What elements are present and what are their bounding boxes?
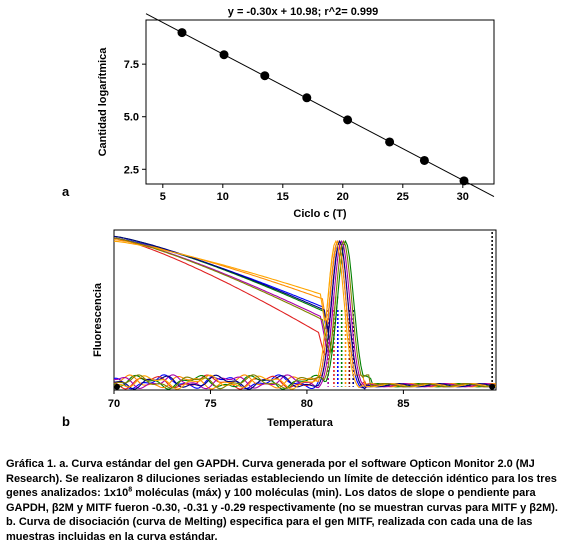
chart-b-curves	[113, 235, 497, 390]
chart-b-derivative-curve	[113, 239, 497, 390]
chart-b-derivative-curve	[113, 239, 497, 390]
chart-a-y-tick-label: 5.0	[124, 112, 139, 124]
chart-a-y-tick-label: 7.5	[124, 59, 139, 71]
chart-a-point	[419, 155, 429, 165]
chart-b-x-label: Temperatura	[267, 417, 334, 429]
chart-a-point	[343, 115, 353, 125]
chart-b-start-dot	[114, 383, 120, 390]
chart-a-panel-label: a	[62, 184, 70, 199]
chart-b-x-tick-label: 75	[204, 398, 216, 410]
chart-a-regression-line	[145, 13, 495, 198]
chart-a-points	[177, 28, 469, 186]
chart-a-x-label: Ciclo c (T)	[293, 208, 347, 220]
caption-line: genes analizados: 1x10	[6, 487, 129, 499]
chart-a-point	[385, 137, 395, 147]
chart-a-point	[459, 176, 469, 186]
chart-b-derivative-curve	[114, 239, 497, 390]
figure-caption: Gráfica 1. a. Curva estándar del gen GAP…	[6, 457, 572, 544]
chart-b-x-tick-label: 70	[108, 398, 120, 410]
chart-b-melt-curve	[113, 237, 335, 354]
chart-a-point	[302, 93, 312, 103]
chart-a-x-tick-label: 10	[217, 191, 229, 203]
chart-b-derivative-curve	[113, 239, 497, 390]
chart-b-melt-curve	[113, 237, 337, 330]
chart-b-y-label: Fluorescencia	[92, 282, 104, 357]
chart-b-x-tick-label: 85	[397, 398, 409, 410]
chart-b-derivative-curve	[113, 239, 497, 390]
chart-b-melt-curve	[113, 237, 333, 357]
chart-a-fit-line	[145, 13, 495, 198]
chart-b-melt-curve	[113, 240, 335, 322]
caption-line: Research). Se realizaron 8 diluciones se…	[6, 472, 557, 485]
caption-line: b. Curva de disociación (curva de Meltin…	[6, 516, 533, 528]
chart-a-point	[177, 28, 187, 38]
chart-b-melt-curve	[113, 237, 337, 354]
chart-b-panel-label: b	[62, 414, 70, 429]
chart-a-x-ticks: 5 10 15 20 25 30	[160, 184, 469, 203]
chart-a-x-tick-label: 30	[457, 191, 469, 203]
caption-line: muestras incluidas en la curva estándar.	[6, 530, 218, 543]
chart-b-melt-curve	[113, 239, 337, 324]
chart-b-melt-curve	[113, 235, 339, 354]
chart-b-x-tick-label: 80	[301, 398, 313, 410]
chart-a-x-tick-label: 25	[397, 191, 409, 203]
chart-a-y-tick-label: 2.5	[124, 164, 139, 176]
chart-b-frame	[113, 229, 497, 391]
caption-line: Gráfica 1. a. Curva estándar del gen GAP…	[6, 458, 535, 470]
chart-a-y-label: Cantidad logarítmica	[97, 47, 109, 157]
chart-b-derivative-curve	[113, 239, 497, 390]
chart-b-melt-curve	[113, 235, 339, 332]
chart-b-derivative-curve	[113, 239, 497, 390]
chart-a-point	[219, 50, 229, 60]
chart-b-end-dot	[489, 383, 496, 390]
chart-a-x-tick-label: 5	[160, 191, 166, 203]
chart-b-derivative-curve	[113, 239, 497, 390]
chart-a-point	[260, 71, 270, 81]
chart-a-x-tick-label: 20	[337, 191, 349, 203]
chart-a-title: y = -0.30x + 10.98; r^2= 0.999	[228, 6, 378, 18]
chart-a-x-tick-label: 15	[277, 191, 289, 203]
chart-a-y-ticks: 2.5 5.0 7.5	[124, 59, 146, 176]
caption-line: moléculas (máx) y 100 moléculas (min). L…	[132, 487, 536, 499]
caption-superscript: 8	[128, 486, 133, 494]
chart-a-frame	[145, 19, 495, 185]
chart-b-x-ticks: 70 75 80 85	[108, 390, 410, 410]
caption-line: GAPDH, β2M y MITF fueron -0.30, -0.31 y …	[6, 501, 558, 514]
